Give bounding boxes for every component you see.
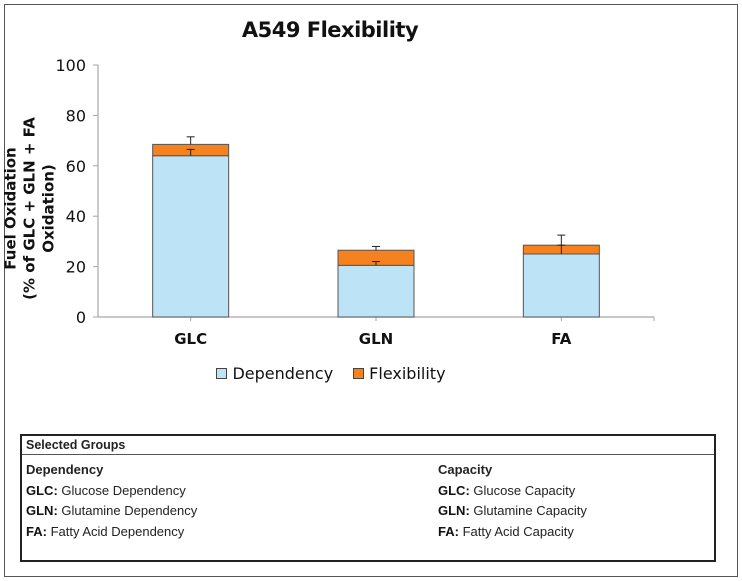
bar-dependency: [522, 253, 600, 318]
row-text: Glutamine Capacity: [469, 503, 587, 518]
y-tick-label: 0: [76, 308, 86, 327]
row-key: GLN:: [26, 503, 58, 518]
legend-label-flexibility: Flexibility: [369, 364, 446, 383]
row-key: GLN:: [438, 503, 470, 518]
row-text: Glucose Capacity: [469, 482, 576, 498]
row-key: GLC:: [26, 482, 58, 498]
capacity-column: Capacity GLC: Glucose Capacity GLN: Glut…: [438, 460, 587, 542]
selected-groups-table: Selected Groups Dependency GLC: Glucose …: [20, 434, 716, 562]
capacity-row: GLC: Glucose Capacity: [438, 481, 587, 502]
dependency-column: Dependency GLC: Glucose Dependency GLN: …: [26, 460, 197, 542]
row-text: Glucose Dependency: [57, 482, 186, 498]
legend-swatch-dependency: [216, 368, 228, 379]
dependency-row: GLN: Glutamine Dependency: [26, 501, 197, 522]
bar-dependency: [337, 264, 415, 318]
y-tick-label: 100: [55, 56, 86, 75]
y-tick-label: 20: [66, 258, 86, 277]
y-tick-label: 60: [66, 157, 86, 176]
capacity-row: FA: Fatty Acid Capacity: [438, 522, 587, 543]
x-tick-label: GLC: [174, 330, 207, 348]
x-tick-label: FA: [551, 330, 572, 348]
dependency-heading: Dependency: [26, 462, 104, 477]
bar-dependency: [152, 155, 230, 318]
y-tick-label: 80: [66, 106, 86, 125]
legend-item-flexibility: Flexibility: [353, 364, 446, 383]
bar-chart: 0 20 40 60 80 100 GLC GLN FA: [55, 56, 655, 348]
row-text: Glutamine Dependency: [57, 503, 198, 518]
selected-groups-header: Selected Groups: [22, 436, 714, 455]
row-text: Fatty Acid Dependency: [46, 523, 185, 539]
legend-item-dependency: Dependency: [216, 364, 333, 383]
legend-label-dependency: Dependency: [232, 364, 334, 383]
y-tick-label: 40: [66, 207, 86, 226]
chart-title: A549 Flexibility: [241, 18, 419, 42]
x-tick-label: GLN: [359, 330, 393, 348]
chart-legend: Dependency Flexibility: [0, 364, 702, 383]
row-text: Fatty Acid Capacity: [458, 523, 574, 539]
capacity-heading: Capacity: [438, 462, 493, 477]
row-key: FA:: [26, 523, 47, 539]
row-key: GLC:: [438, 482, 470, 498]
dependency-row: GLC: Glucose Dependency: [26, 481, 197, 502]
capacity-row: GLN: Glutamine Capacity: [438, 501, 587, 522]
dependency-row: FA: Fatty Acid Dependency: [26, 522, 197, 543]
row-key: FA:: [438, 523, 459, 539]
legend-swatch-flexibility: [353, 368, 365, 379]
